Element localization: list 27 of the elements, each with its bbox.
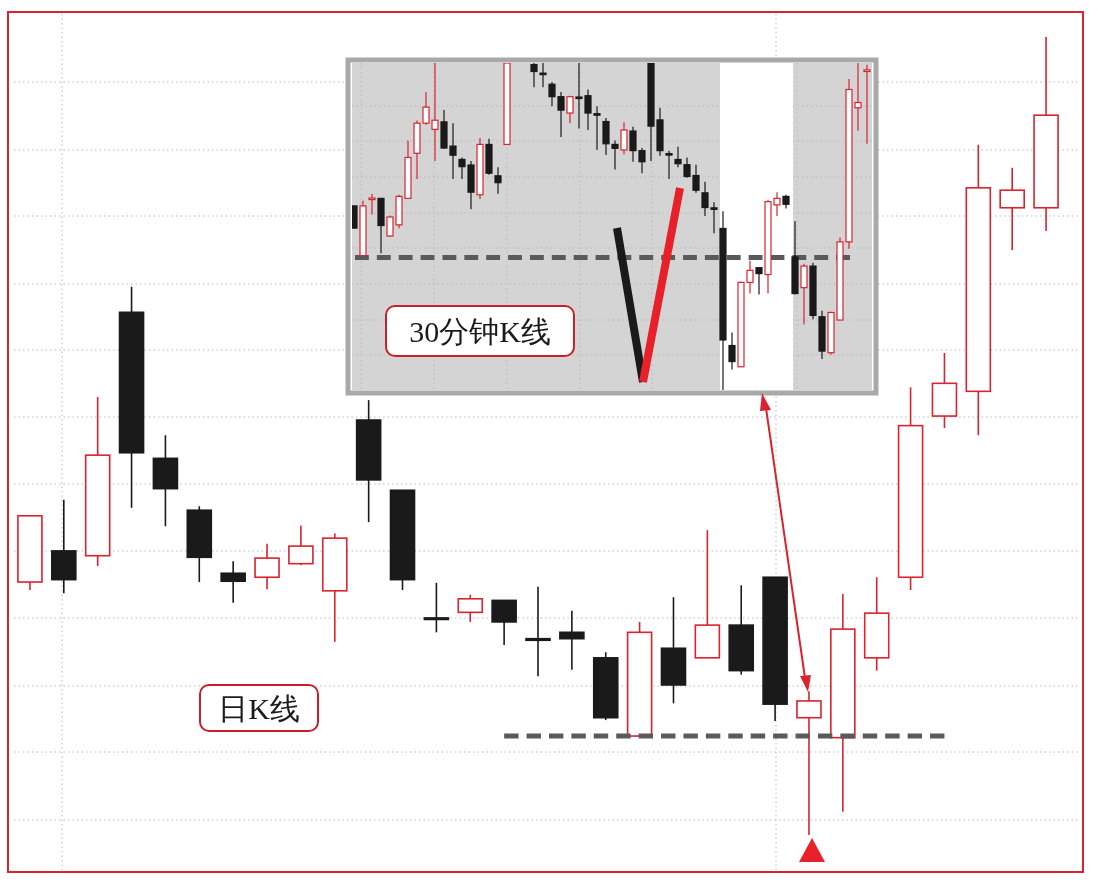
candlestick xyxy=(559,609,585,671)
candlestick xyxy=(863,64,871,145)
candlestick xyxy=(674,146,682,168)
candlestick xyxy=(800,263,808,326)
candlestick xyxy=(539,63,547,88)
candlestick xyxy=(796,690,822,836)
candlestick xyxy=(220,560,246,604)
candlestick xyxy=(491,599,517,646)
candlestick xyxy=(728,331,736,370)
candlestick xyxy=(602,117,610,156)
candlestick xyxy=(288,524,314,567)
candlestick xyxy=(665,150,673,180)
candlestick xyxy=(620,121,628,155)
candlestick xyxy=(368,193,376,215)
annotation: 日K线 xyxy=(218,691,300,725)
candlestick xyxy=(611,139,619,171)
candlestick xyxy=(755,267,763,296)
candlestick xyxy=(999,167,1025,251)
candlestick xyxy=(530,63,538,88)
candlestick xyxy=(423,582,450,634)
candlestick xyxy=(254,542,280,591)
candlestick xyxy=(352,205,358,229)
candlestick xyxy=(525,586,551,677)
annotation: 30分钟K线 xyxy=(409,314,551,348)
candlestick xyxy=(566,95,574,124)
candlestick xyxy=(457,594,484,623)
candlestick xyxy=(494,166,502,195)
